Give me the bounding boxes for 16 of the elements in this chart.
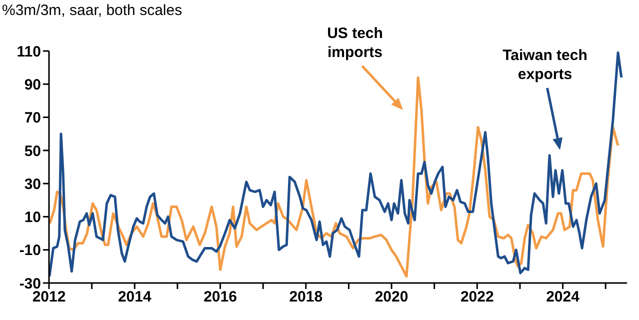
x-tick-label: 2018	[289, 288, 323, 306]
x-tick-label: 2016	[204, 288, 237, 306]
y-tick-label: 90	[24, 76, 41, 94]
chart-title: %3m/3m, saar, both scales	[2, 2, 182, 19]
x-tick-label: 2024	[546, 288, 580, 306]
y-tick-label: 50	[24, 142, 41, 160]
y-tick-label: 70	[24, 110, 41, 127]
y-tick-label: 110	[16, 43, 41, 60]
annotation: US tech imports	[327, 25, 383, 61]
x-tick-label: 2020	[374, 288, 408, 306]
annotation: Taiwan tech exports	[502, 47, 588, 83]
y-tick-label: 10	[24, 209, 41, 226]
y-tick-label: 30	[24, 176, 41, 193]
x-tick-label: 2014	[118, 288, 152, 306]
y-tick-label: -10	[19, 242, 41, 260]
x-tick-label: 2022	[460, 288, 494, 306]
